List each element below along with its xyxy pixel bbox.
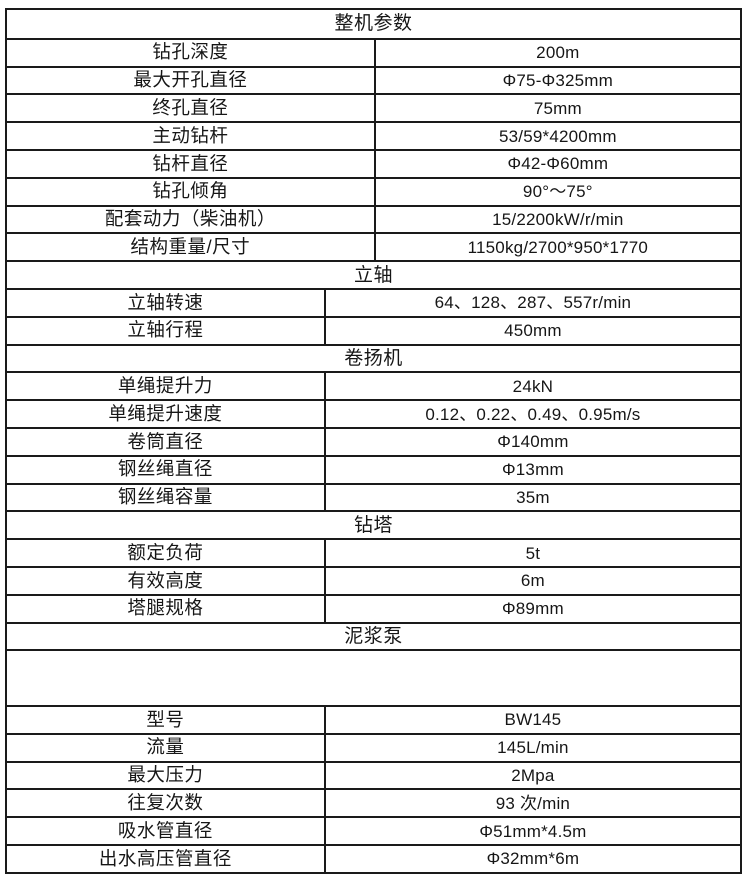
table-row-weight-dimensions: 结构重量/尺寸 1150kg/2700*950*1770 — [7, 232, 740, 261]
row-label: 往复次数 — [7, 790, 326, 817]
table-row-suction-pipe-diameter: 吸水管直径 Φ51mm*4.5m — [7, 816, 740, 844]
row-value: 5t — [525, 543, 541, 563]
row-label: 额定负荷 — [7, 540, 326, 566]
table-row-rope-lift-speed: 单绳提升速度 0.12、0.22、0.49、0.95m/s — [7, 399, 740, 427]
table-row-max-opening-diameter: 最大开孔直径 Φ75-Φ325mm — [7, 65, 740, 94]
row-label: 结构重量/尺寸 — [7, 234, 376, 261]
row-label: 立轴转速 — [7, 289, 326, 316]
row-value: BW145 — [504, 710, 562, 730]
row-label: 钻孔倾角 — [7, 178, 376, 205]
row-value: Φ42-Φ60mm — [507, 154, 609, 174]
table-row-wire-rope-diameter: 钢丝绳直径 Φ13mm — [7, 454, 740, 483]
row-value: Φ51mm*4.5m — [479, 821, 587, 841]
section-header-drill-tower: 钻塔 — [7, 510, 740, 538]
section-header-spindle: 立轴 — [7, 260, 740, 288]
row-label: 配套动力（柴油机） — [7, 206, 376, 233]
table-title: 整机参数 — [334, 13, 413, 35]
table-row-rated-load: 额定负荷 5t — [7, 538, 740, 566]
table-row-effective-height: 有效高度 6m — [7, 565, 740, 594]
row-label: 钻孔深度 — [7, 39, 376, 66]
machine-spec-table: 整机参数 钻孔深度 200m 最大开孔直径 Φ75-Φ325mm 终孔直径 75… — [5, 8, 742, 874]
row-label: 钻杆直径 — [7, 150, 376, 177]
row-value: Φ89mm — [502, 599, 564, 619]
row-label: 吸水管直径 — [7, 818, 326, 844]
row-value: 90°～75° — [522, 182, 593, 202]
row-label: 钢丝绳容量 — [7, 484, 326, 511]
table-row-power-unit: 配套动力（柴油机） 15/2200kW/r/min — [7, 204, 740, 233]
row-value: 6m — [520, 571, 545, 591]
row-value: 1150kg/2700*950*1770 — [467, 237, 649, 257]
row-label: 出水高压管直径 — [7, 845, 326, 872]
table-row-reciprocating-rate: 往复次数 93 次/min — [7, 788, 740, 817]
row-label: 单绳提升速度 — [7, 401, 326, 427]
table-row-pump-model: 型号 BW145 — [7, 704, 740, 733]
table-row-drill-depth: 钻孔深度 200m — [7, 37, 740, 66]
row-value: 93 次/min — [495, 793, 571, 813]
table-row-kelly-rod: 主动钻杆 53/59*4200mm — [7, 121, 740, 149]
row-value: 2Mpa — [511, 765, 555, 785]
table-row-wire-rope-capacity: 钢丝绳容量 35m — [7, 482, 740, 511]
empty-row — [7, 649, 740, 705]
row-label: 流量 — [7, 734, 326, 761]
section-header-mud-pump: 泥浆泵 — [7, 621, 740, 650]
row-label: 单绳提升力 — [7, 373, 326, 400]
row-label: 钢丝绳直径 — [7, 456, 326, 483]
table-row-flow-rate: 流量 145L/min — [7, 732, 740, 761]
row-value: 53/59*4200mm — [498, 126, 617, 146]
row-label: 卷筒直径 — [7, 428, 326, 455]
row-value: 35m — [516, 487, 550, 507]
row-value: 0.12、0.22、0.49、0.95m/s — [425, 404, 641, 424]
section-header-winch: 卷扬机 — [7, 343, 740, 372]
row-label: 终孔直径 — [7, 95, 376, 122]
row-label: 立轴行程 — [7, 317, 326, 344]
table-row-drill-rod-diameter: 钻杆直径 Φ42-Φ60mm — [7, 148, 740, 177]
row-value: 64、128、287、557r/min — [434, 293, 632, 313]
table-row-drum-diameter: 卷筒直径 Φ140mm — [7, 426, 740, 455]
table-row-final-hole-diameter: 终孔直径 75mm — [7, 93, 740, 122]
table-row-drill-angle: 钻孔倾角 90°～75° — [7, 176, 740, 205]
row-value: 75mm — [533, 98, 582, 118]
row-label: 主动钻杆 — [7, 123, 376, 149]
table-row-outlet-pipe-diameter: 出水高压管直径 Φ32mm*6m — [7, 843, 740, 872]
row-value: 450mm — [504, 321, 562, 341]
row-value: Φ140mm — [497, 432, 569, 452]
row-label: 有效高度 — [7, 567, 326, 594]
row-label: 最大压力 — [7, 762, 326, 789]
row-value: Φ13mm — [502, 460, 564, 480]
row-value: Φ75-Φ325mm — [502, 70, 614, 90]
table-row-spindle-speed: 立轴转速 64、128、287、557r/min — [7, 287, 740, 316]
row-value: 24kN — [512, 376, 554, 396]
row-value: 200m — [536, 43, 580, 63]
table-row-tower-leg-spec: 塔腿规格 Φ89mm — [7, 593, 740, 622]
table-row-rope-lift-force: 单绳提升力 24kN — [7, 371, 740, 400]
row-value: 15/2200kW/r/min — [492, 209, 624, 229]
row-label: 最大开孔直径 — [7, 67, 376, 94]
row-label: 型号 — [7, 706, 326, 733]
row-value: 145L/min — [497, 738, 569, 758]
table-row-max-pressure: 最大压力 2Mpa — [7, 760, 740, 789]
table-row-spindle-stroke: 立轴行程 450mm — [7, 315, 740, 344]
row-value: Φ32mm*6m — [486, 849, 580, 869]
row-label: 塔腿规格 — [7, 595, 326, 622]
